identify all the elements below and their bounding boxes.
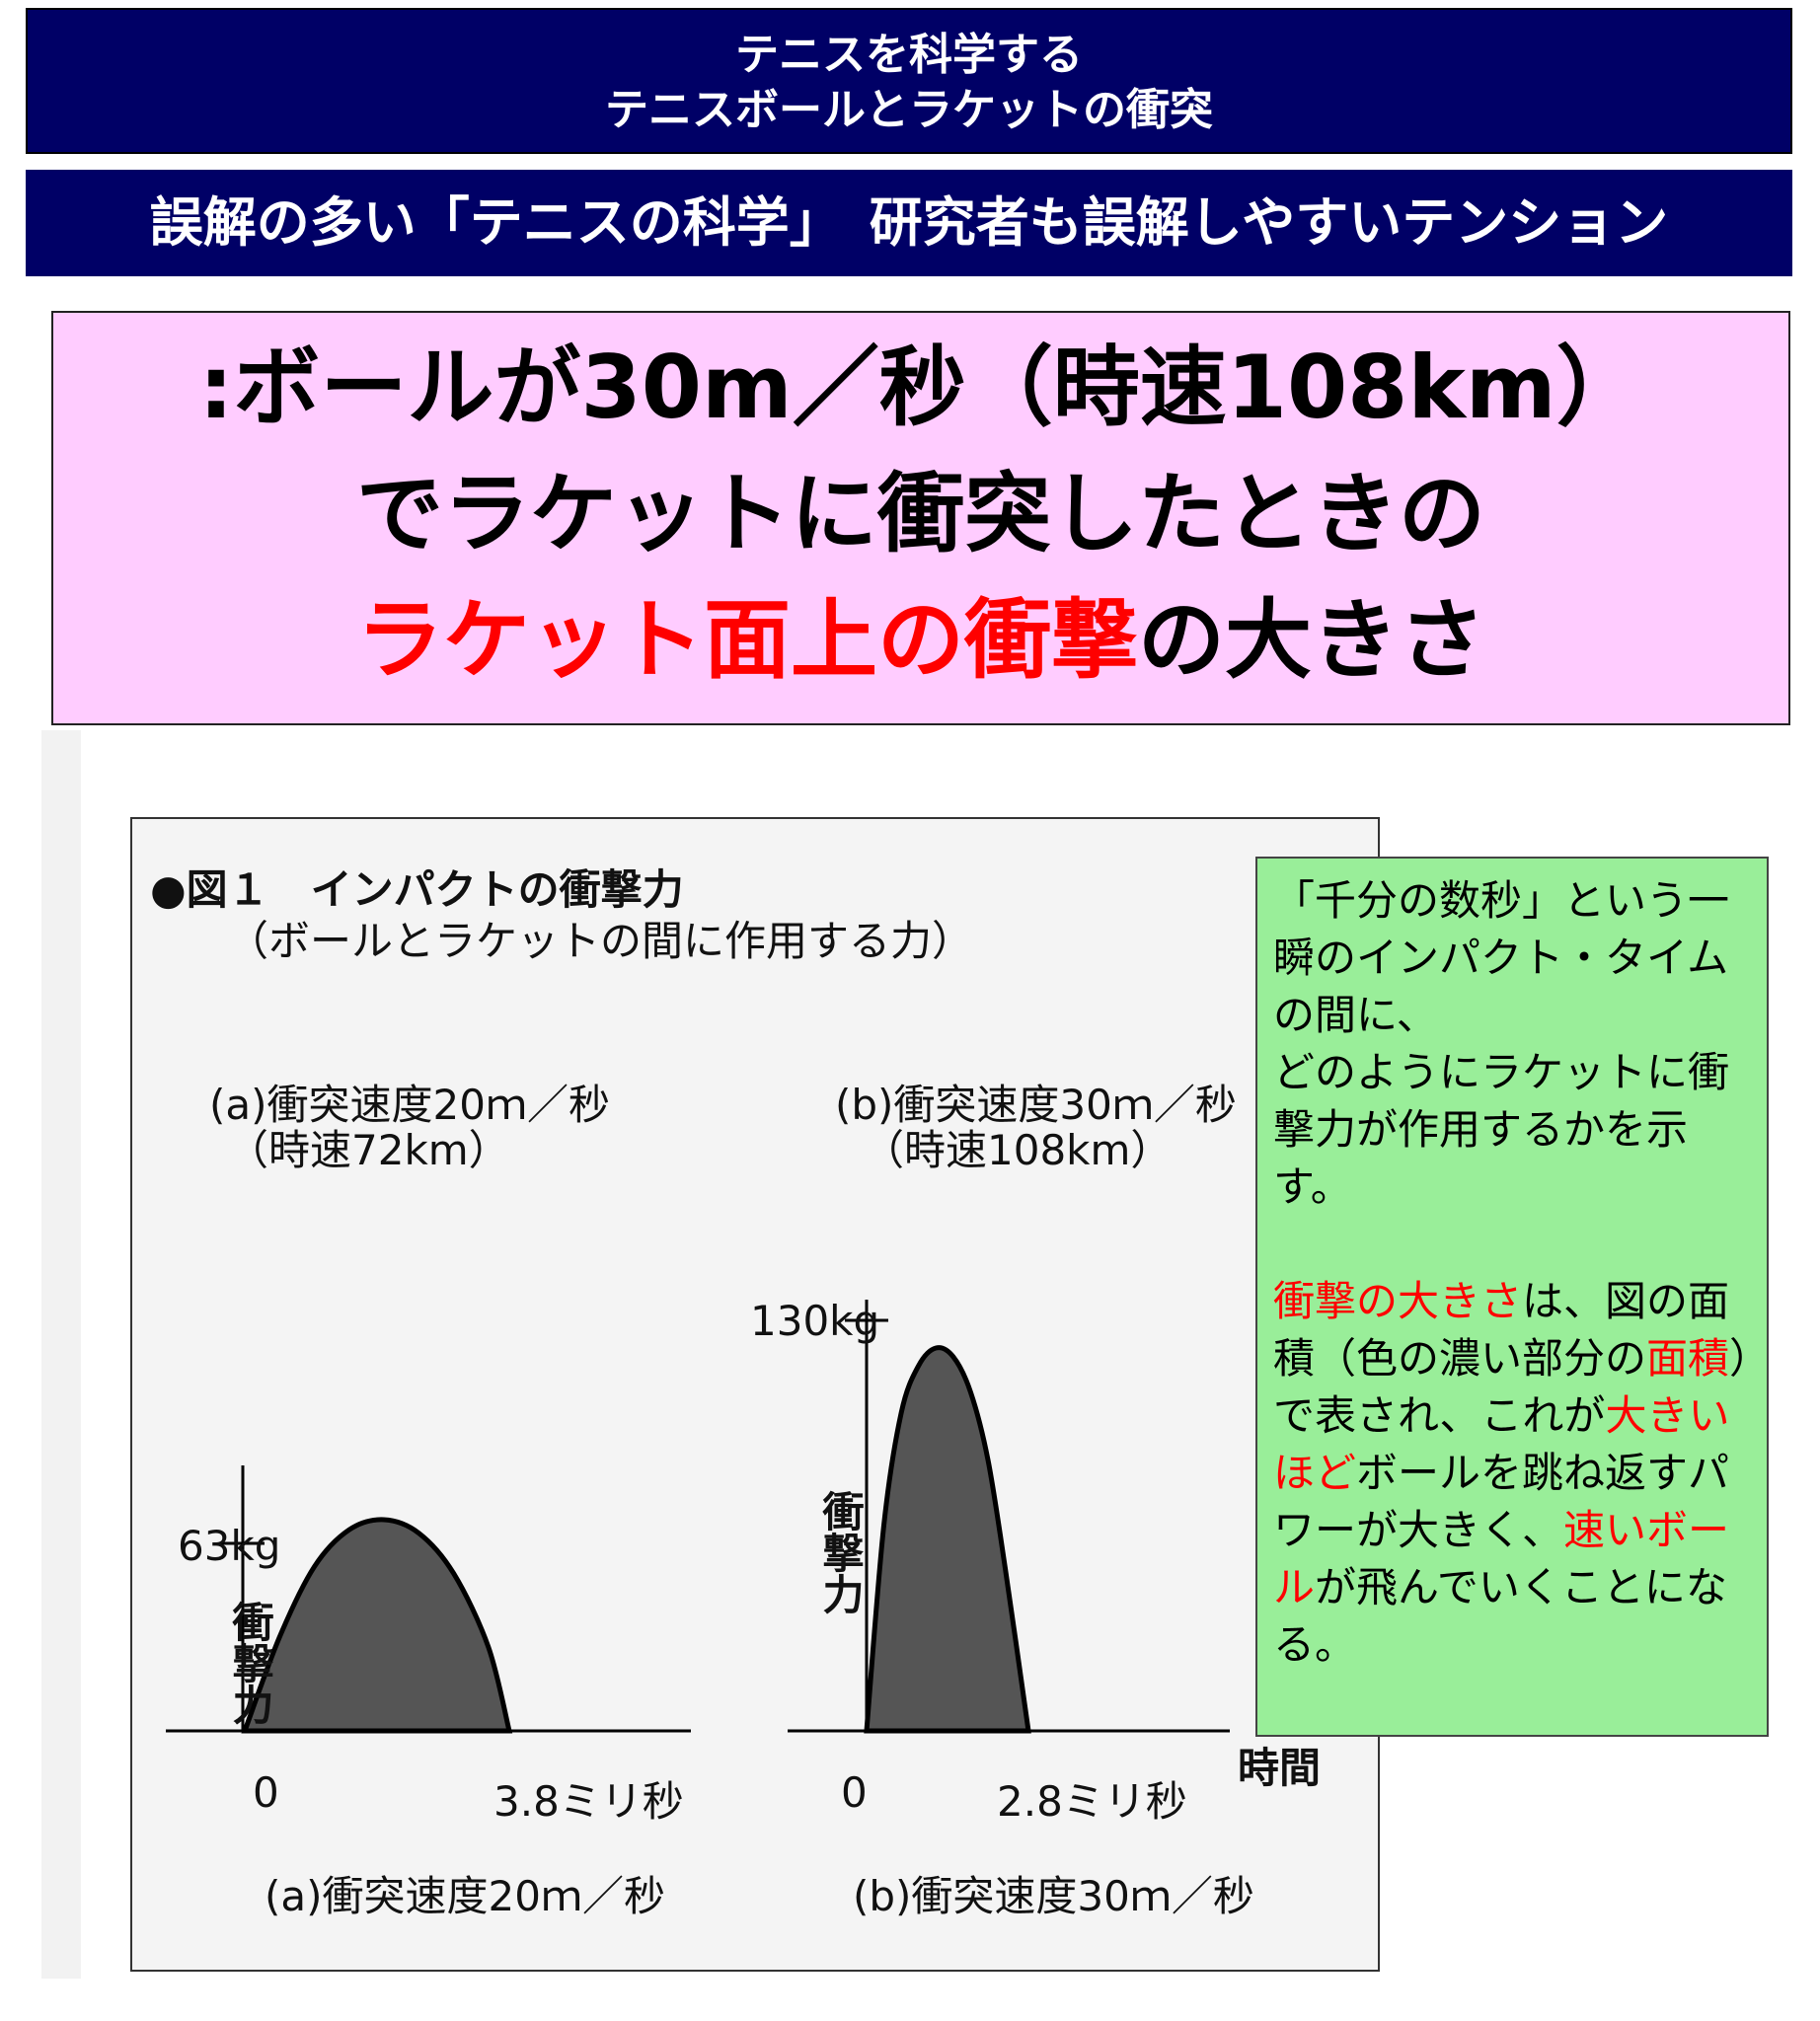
chart-a-title: (a)衝突速度20ｍ／秒 [209, 1081, 610, 1129]
impact-force-charts [166, 1300, 1230, 1734]
chart-b-caption: (b)衝突速度30ｍ／秒 [853, 1872, 1254, 1920]
chart-a-caption: (a)衝突速度20ｍ／秒 [265, 1872, 665, 1920]
chart-b-x-tick-0: 0 [841, 1768, 868, 1817]
chart-b [788, 1300, 1230, 1734]
note-paragraph-1: 「千分の数秒」という一瞬のインパクト・タイムの間に、 [1273, 876, 1730, 1039]
chart-b-impact-area [864, 1345, 1031, 1734]
chart-a-y-label: 衝撃力 [226, 1601, 274, 1725]
headline-emphasis: ラケット面上の衝撃 [355, 589, 1138, 691]
note-emphasis-fast-ball: 速いボール [1273, 1506, 1730, 1611]
time-axis-label: 時間 [1238, 1744, 1322, 1792]
explanation-note: 「千分の数秒」という一瞬のインパクト・タイムの間に、 どのようにラケットに衝撃力… [1255, 857, 1769, 1737]
title-banner: テニスを科学する テニスボールとラケットの衝突 [26, 8, 1792, 154]
chart-a-impact-area [241, 1517, 513, 1734]
headline-line-2: でラケットに衝突したときの [355, 463, 1485, 564]
note-text-3: ）で表され、 [1273, 1334, 1751, 1440]
note-emphasis-area: 面積 [1646, 1334, 1730, 1383]
figure-panel: ●図１ インパクトの衝撃力 （ボールとラケットの間に作用する力） (a)衝突速度… [130, 817, 1380, 1972]
headline-line-3-tail: の大きさ [1138, 589, 1486, 691]
chart-b-x-tick-end: 2.8ミリ秒 [997, 1777, 1187, 1826]
chart-a-y-tick: 63kg [178, 1522, 281, 1570]
chart-a [166, 1465, 691, 1734]
chart-a-x-tick-end: 3.8ミリ秒 [493, 1777, 684, 1826]
figure-subtitle: （ボールとラケットの間に作用する力） [227, 917, 974, 965]
note-spacer [1273, 1216, 1751, 1273]
note-emphasis-larger: 大きいほど [1273, 1391, 1730, 1497]
chart-b-title: (b)衝突速度30ｍ／秒 [835, 1081, 1237, 1129]
chart-b-subtitle: （時速108km） [863, 1126, 1173, 1174]
title-line-2: テニスボールとラケットの衝突 [605, 85, 1213, 135]
note-text-5: ボールを跳ね返すパワーが大きく、 [1273, 1449, 1730, 1554]
figure-title: ●図１ インパクトの衝撃力 [150, 865, 684, 914]
chart-a-x-tick-0: 0 [253, 1768, 279, 1817]
note-text-2: 図の面積（色の濃い部分の [1273, 1277, 1730, 1383]
subtitle-banner: 誤解の多い「テニスの科学」 研究者も誤解しやすいテンション [26, 170, 1792, 276]
headline-line-1: :ボールが30m／秒（時速108km） [198, 337, 1643, 438]
headline-box: :ボールが30m／秒（時速108km） でラケットに衝突したときの ラケット面上… [51, 311, 1790, 725]
note-paragraph-3: 衝撃の大きさは、図の面積（色の濃い部分の面積）で表され、これが大きいほどボールを… [1273, 1273, 1751, 1674]
chart-a-subtitle: （時速72km） [227, 1126, 510, 1174]
chart-b-y-label: 衝撃力 [816, 1490, 865, 1614]
title-line-1: テニスを科学する [735, 30, 1083, 80]
note-text-4: これが [1480, 1391, 1606, 1440]
chart-b-y-tick: 130kg [750, 1297, 880, 1345]
left-margin-strip [41, 730, 81, 1979]
headline-line-3: ラケット面上の衝撃の大きさ [53, 577, 1788, 704]
note-emphasis-impact-size: 衝撃の大きさ [1273, 1277, 1523, 1325]
note-text-1: は、 [1522, 1277, 1606, 1325]
note-text-6: が飛んでいくことになる。 [1273, 1563, 1727, 1669]
note-paragraph-2: どのようにラケットに衝撃力が作用するかを示す。 [1273, 1048, 1730, 1211]
